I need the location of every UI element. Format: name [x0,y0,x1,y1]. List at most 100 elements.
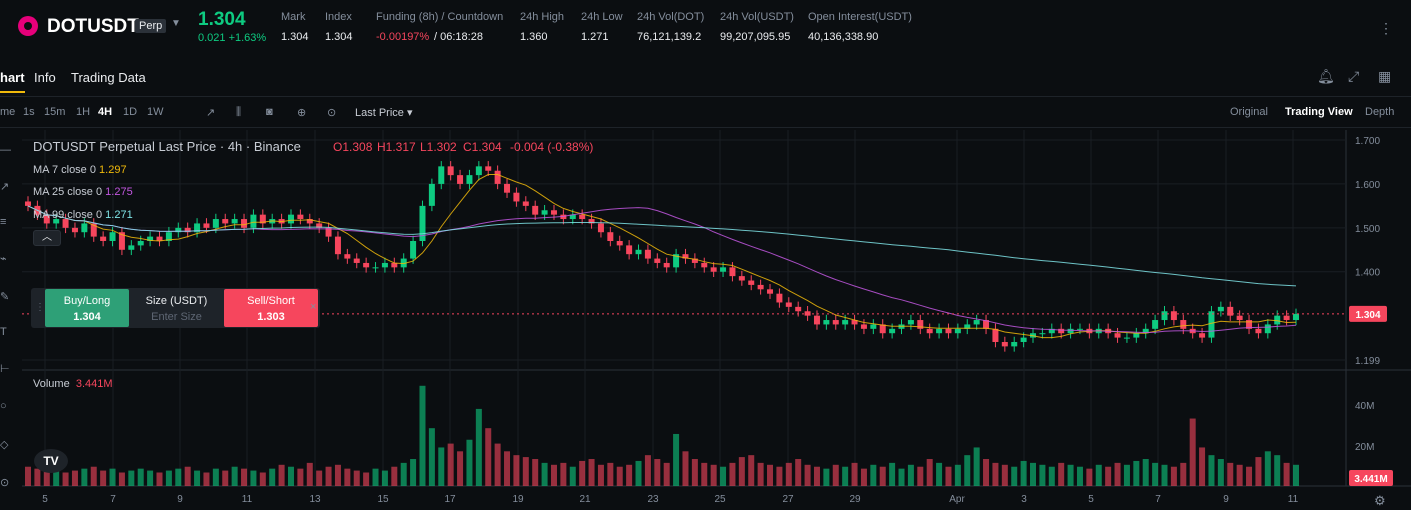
stat-low-value: 1.271 [581,31,609,43]
candle-body [90,223,97,237]
volume-bar [748,455,755,486]
layout-icon[interactable]: ▦ [1378,68,1392,84]
volume-bar [184,466,191,486]
sell-short-button[interactable]: Sell/Short 1.303 [224,289,318,327]
volume-bar [428,428,435,486]
volume-bar [1255,457,1262,486]
view-trading-view[interactable]: Trading View [1285,106,1353,118]
candle-type-icon[interactable]: ⫼ [236,106,242,118]
volume-bar [241,468,248,486]
candle-body [1255,328,1262,334]
magnet-tool-icon[interactable]: ◇ [0,439,9,451]
candle-body [325,227,332,237]
volume-bar [137,468,144,486]
timeframe-15m[interactable]: 15m [44,106,66,118]
candle-body [353,258,360,263]
symbol-title[interactable]: DOTUSDT [47,16,139,37]
volume-bar [720,466,727,486]
indicator-chart-icon[interactable]: ↗ [206,107,216,119]
sell-price: 1.303 [257,311,285,323]
volume-bar [81,468,88,486]
stat-vol-usdt-value: 99,207,095.95 [720,31,791,43]
timeframe-time[interactable]: me [0,106,16,118]
candle-body [165,232,172,241]
more-icon[interactable]: ⋮ [1379,20,1393,36]
date-tick-label: 29 [849,494,861,505]
candle-body [504,183,511,193]
chevron-down-icon[interactable]: ▼ [171,18,181,29]
tab-info[interactable]: Info [34,70,56,85]
candle-body [1048,328,1055,334]
tradingview-logo[interactable]: TV [34,449,68,473]
expand-icon[interactable]: ⤢ [1348,68,1360,84]
view-depth[interactable]: Depth [1365,106,1395,118]
close-icon[interactable]: × [310,301,317,313]
collapse-legend-button[interactable]: ︿ [33,230,61,246]
candle-body [860,324,867,329]
chart-settings-icon[interactable]: ⚙ [1374,493,1386,508]
volume-bar [278,464,285,486]
candle-body [522,201,529,206]
timeframe-1d[interactable]: 1D [123,106,138,118]
volume-bar [823,468,830,486]
volume-bar [1246,466,1253,486]
polkadot-logo-icon [18,16,38,36]
volume-bar [344,468,351,486]
timeframe-1s[interactable]: 1s [23,106,35,118]
buy-long-button[interactable]: Buy/Long 1.304 [45,289,129,327]
candle-body [1180,320,1187,329]
tab-trading-data[interactable]: Trading Data [71,70,146,85]
crosshair-add-icon[interactable]: ⊕ [297,107,307,119]
fib-tool-icon[interactable]: ≡ [0,216,7,228]
candle-body [701,262,708,268]
volume-bar [109,468,116,486]
sell-label: Sell/Short [247,295,295,307]
volume-bar [410,459,417,486]
tab-chart[interactable]: hart [0,70,25,93]
zoom-tool-icon[interactable]: ○ [0,400,7,412]
bell-icon[interactable]: 🔔︎ [1317,68,1335,84]
candle-body [203,223,210,228]
price-type-select[interactable]: Last Price ▾ [355,107,413,119]
candle-body [62,219,69,228]
candle-body [447,166,454,176]
stat-countdown-value: / 06:18:28 [434,31,483,43]
line-tool-icon[interactable]: — [0,144,11,156]
candle-body [25,201,31,206]
candle-body [588,219,595,224]
volume-tick-label: 20M [1355,442,1374,453]
ma25-value: 1.275 [105,186,133,198]
camera-icon[interactable]: ◙ [266,106,273,118]
candle-body [494,170,501,184]
brush-tool-icon[interactable]: ✎ [0,291,10,303]
timeframe-1h[interactable]: 1H [76,106,91,118]
candle-body [344,254,351,259]
measure-tool-icon[interactable]: ⊢ [0,363,10,375]
candle-body [1161,311,1168,321]
ma99-value: 1.271 [105,209,133,221]
pattern-tool-icon[interactable]: ⌁ [0,253,7,265]
candle-body [729,267,736,277]
candle-body [1152,320,1159,329]
trend-tool-icon[interactable]: ↗ [0,181,10,193]
timeframe-4h[interactable]: 4H [98,106,113,118]
perp-badge: Perp [135,19,167,33]
candle-body [381,262,388,268]
settings-icon[interactable]: ⊙ [327,107,337,119]
volume-bar [1208,455,1215,486]
volume-bar [907,464,914,486]
stat-high-value: 1.360 [520,31,548,43]
timeframe-1w[interactable]: 1W [147,106,164,118]
size-input[interactable]: Size (USDT) Enter Size [131,289,222,327]
volume-bar [1170,466,1177,486]
stat-index-label: Index [325,11,352,23]
candle-body [954,328,961,334]
candle-body [823,320,830,325]
lock-tool-icon[interactable]: ⊙ [0,477,10,489]
text-tool-icon[interactable]: T [0,326,7,338]
view-original[interactable]: Original [1230,106,1268,118]
volume-bar [1001,464,1008,486]
drag-handle-icon[interactable]: ⋮ [35,302,45,313]
candle-body [43,214,50,224]
